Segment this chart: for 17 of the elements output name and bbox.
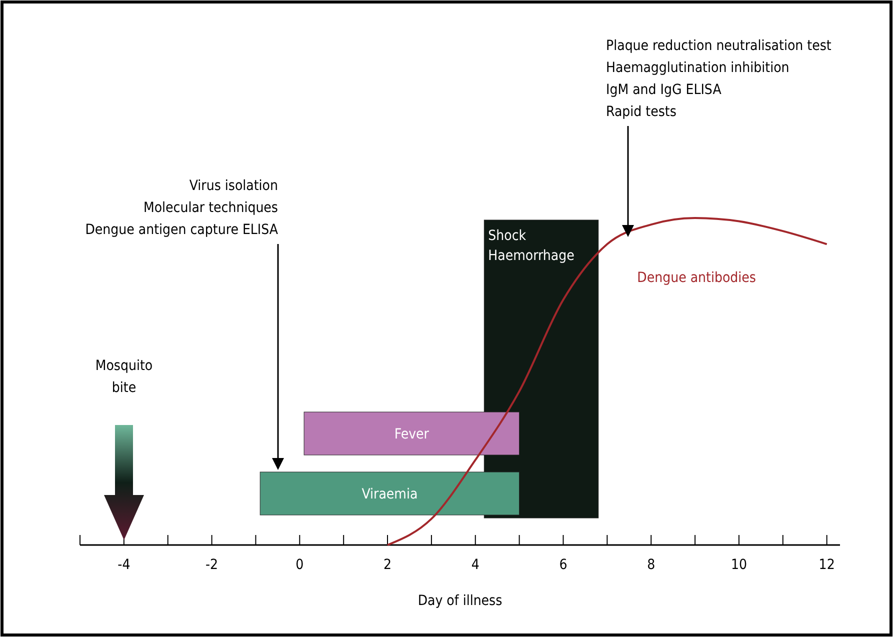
x-axis-title: Day of illness <box>418 593 502 609</box>
annotation: Mosquito bite <box>95 358 153 396</box>
x-tick-label: 2 <box>384 556 392 573</box>
band-label: Fever <box>394 426 430 442</box>
x-tick-label: 10 <box>730 556 747 573</box>
text: Plaque reduction neutralisation test Haemagglutination inhibition IgM and IgG ELISA Rapid tests <box>606 38 832 120</box>
x-tick-label: 8 <box>647 556 656 573</box>
x-tick-label: 0 <box>296 556 304 573</box>
x-tick-label: 12 <box>818 556 835 573</box>
x-tick-label: -4 <box>118 556 130 573</box>
band-label: Viraemia <box>362 486 418 502</box>
x-tick-label: 6 <box>559 556 568 573</box>
x-tick-label: -2 <box>206 556 218 573</box>
band-label: Shock Haemorrhage <box>488 228 575 264</box>
annotation: Virus isolation Molecular techniques Dengue antigen capture ELISA <box>85 178 278 238</box>
x-tick-label: 4 <box>471 556 480 573</box>
text: Dengue antibodies <box>637 270 756 286</box>
